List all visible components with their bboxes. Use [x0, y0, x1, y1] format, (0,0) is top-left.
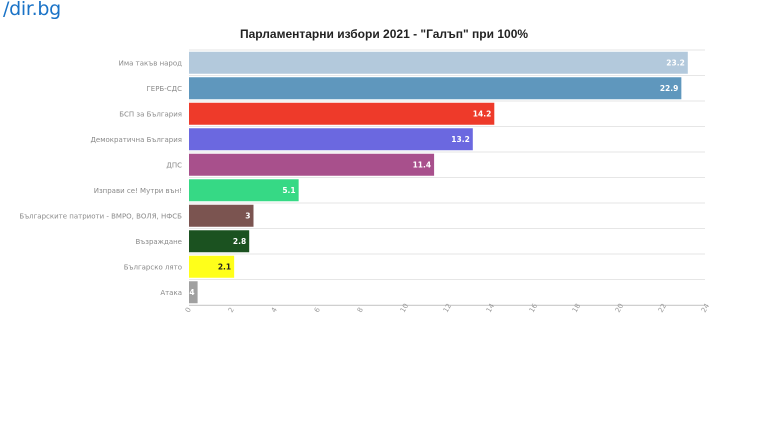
bar — [189, 102, 495, 125]
x-tick-label: 14 — [485, 302, 497, 314]
value-label: 23.2 — [666, 58, 685, 67]
bar — [189, 204, 254, 227]
value-label: 22.9 — [660, 84, 679, 93]
category-label: Демократична България — [90, 136, 182, 144]
bar — [189, 51, 688, 74]
value-label: 14.2 — [473, 109, 492, 118]
x-tick-label: 2 — [227, 306, 236, 314]
x-tick-label: 4 — [270, 306, 279, 314]
x-tick-label: 18 — [571, 302, 582, 314]
category-label: БСП за България — [119, 110, 182, 118]
value-label: 5.1 — [282, 186, 295, 195]
category-label: Изправи се! Мутри вън! — [94, 187, 182, 195]
category-label: Възраждане — [135, 238, 182, 246]
bar — [189, 230, 250, 253]
bar — [189, 179, 299, 202]
category-label: Атака — [160, 289, 182, 297]
bar — [189, 255, 235, 278]
category-label: Българските патриоти - ВМРО, ВОЛЯ, НФСБ — [19, 212, 182, 220]
chart-title: Парламентарни избори 2021 - "Галъп" при … — [239, 27, 529, 41]
value-label: 0.4 — [181, 288, 194, 297]
value-label: 13.2 — [451, 135, 470, 144]
x-tick-label: 0 — [184, 306, 193, 314]
value-label: 11.4 — [413, 160, 432, 169]
x-tick-label: 24 — [700, 302, 712, 314]
x-tick-label: 16 — [528, 302, 540, 314]
bar — [189, 281, 198, 304]
value-label: 2.8 — [233, 237, 246, 246]
x-tick-label: 6 — [313, 306, 322, 314]
x-tick-label: 8 — [356, 306, 365, 314]
bar — [189, 153, 435, 176]
category-label: ГЕРБ-СДС — [147, 85, 183, 93]
category-label: Българско лято — [124, 263, 182, 271]
site-logo[interactable]: /dir.bg — [3, 0, 61, 20]
x-tick-label: 12 — [442, 302, 453, 314]
x-tick-label: 20 — [614, 302, 625, 314]
x-tick-label: 10 — [399, 302, 410, 314]
category-label: Има такъв народ — [119, 59, 183, 67]
bar — [189, 77, 682, 100]
bar — [189, 128, 473, 151]
x-tick-label: 22 — [657, 302, 668, 314]
value-label: 3 — [245, 211, 250, 220]
value-label: 2.1 — [218, 262, 231, 271]
category-label: ДПС — [166, 161, 182, 169]
